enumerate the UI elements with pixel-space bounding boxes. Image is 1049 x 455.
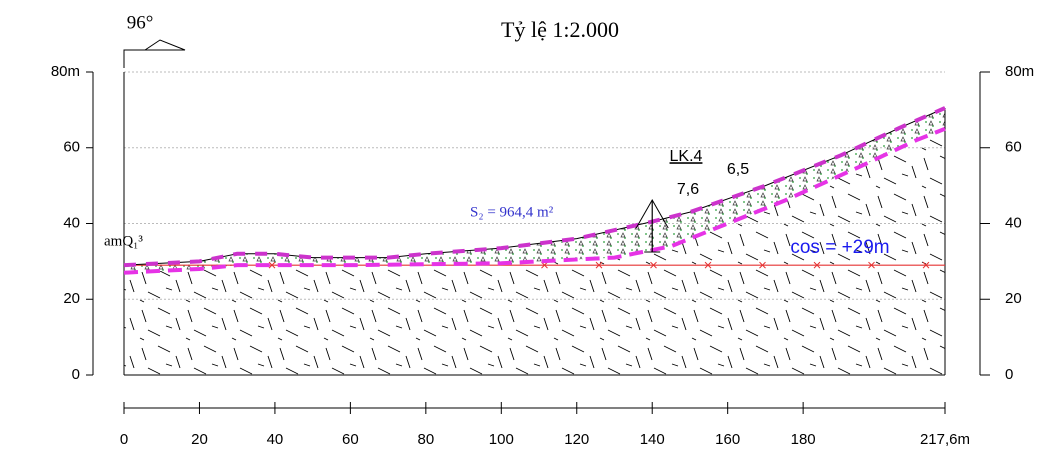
y2-tick-label: 0 [1005,366,1013,383]
direction-label: 96° [127,12,154,33]
x-tick-label: 60 [342,431,359,448]
y-tick-label: 80m [51,63,80,80]
layer-label: amQ₁³ [104,233,143,249]
x-tick-label: 140 [640,431,665,448]
reference-cross [868,261,875,269]
y2-tick-label: 60 [1005,139,1022,156]
borehole-head [635,198,669,229]
reference-label: cos = +29m [790,237,889,258]
reference-cross [704,261,712,269]
y2-tick-label: 40 [1005,214,1022,231]
plot: 0 0 20 20 40 40 60 60 80m 80m 0 20 40 60 80 100 120 140 16… [51,63,1034,448]
layer-base-line [123,126,946,275]
x-tick-label: 0 [120,431,128,448]
x-tick-label: 40 [267,431,284,448]
y-tick-label: 40 [63,214,80,231]
y-tick-label: 20 [63,290,80,307]
reference-cross [595,261,603,269]
chart-title: Tỷ lệ 1:2.000 [501,17,619,42]
reference-cross [650,261,657,269]
x-tick-label: 100 [489,431,514,448]
reference-cross [813,261,821,269]
area-label: S₂ = 964,4 m² [470,204,554,220]
y-tick-label: 60 [63,139,80,156]
borehole-label: LK.4 [670,148,703,165]
x-tick-label: 20 [191,431,208,448]
y2-tick-label: 80m [1005,63,1034,80]
ground-line [123,106,946,268]
rock-hatch [124,128,945,375]
borehole-top-label: 6,5 [727,161,749,178]
x-tick-label: 217,6m [920,431,970,448]
x-tick-label: 180 [791,431,816,448]
x-tick-label: 160 [715,431,740,448]
x-tick-label: 80 [417,431,434,448]
reference-cross [922,261,930,269]
y2-tick-label: 20 [1005,290,1022,307]
borehole-bottom-label: 7,6 [677,181,699,198]
reference-cross [759,261,766,269]
direction-marker [123,39,186,68]
y-tick-label: 0 [72,366,80,383]
reference-cross [268,261,276,269]
x-tick-label: 120 [564,431,589,448]
layer-fill [124,107,945,273]
